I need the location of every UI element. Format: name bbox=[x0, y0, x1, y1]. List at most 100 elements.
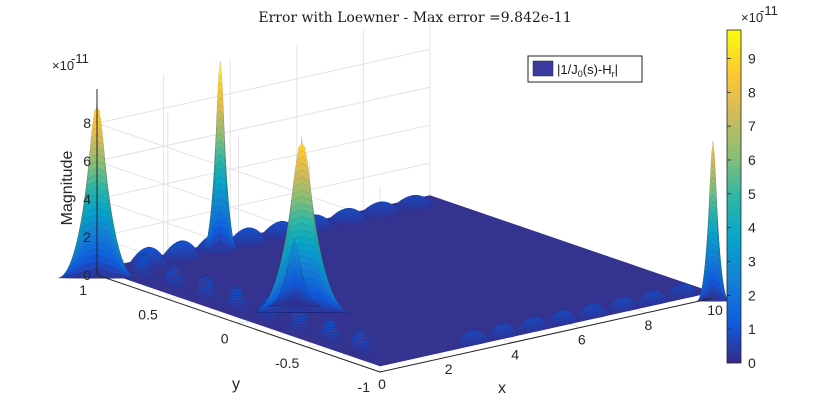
z-exponent-power: -11 bbox=[71, 51, 89, 66]
z-tick-label: 0 bbox=[83, 267, 91, 283]
ripple-left bbox=[133, 262, 154, 267]
ripple-left bbox=[316, 335, 344, 344]
ripple-left bbox=[193, 290, 219, 298]
ripple-left bbox=[354, 332, 369, 335]
colorbar-tick-label: 9 bbox=[748, 50, 756, 66]
ripple-left bbox=[195, 284, 216, 288]
x-tick-label: 4 bbox=[511, 346, 519, 362]
ripple-left bbox=[229, 289, 244, 292]
legend-entry-mid: (s)-H bbox=[583, 62, 612, 77]
ripple-left bbox=[228, 291, 245, 294]
ripple-left bbox=[226, 297, 248, 302]
ripple-left bbox=[318, 331, 342, 337]
ripple-left bbox=[290, 314, 308, 317]
colorbar: 0 1 2 3 4 5 6 7 8 9 ×10 -11 bbox=[726, 3, 778, 371]
ripple-left bbox=[317, 333, 343, 340]
ripple-left bbox=[194, 288, 218, 294]
ripple-left bbox=[169, 266, 180, 268]
y-tick-label: 1 bbox=[79, 282, 87, 298]
ripple-left bbox=[168, 267, 181, 269]
ripple-back bbox=[413, 195, 417, 197]
y-tick-label: -0.5 bbox=[275, 355, 299, 371]
ripple-left bbox=[224, 301, 250, 308]
colorbar-tick-label: 5 bbox=[748, 186, 756, 202]
ripple-left bbox=[227, 295, 247, 299]
surface-floor-plane bbox=[97, 195, 713, 367]
ripple-left bbox=[288, 318, 310, 323]
x-tick-label: 10 bbox=[707, 302, 723, 318]
ripple-left bbox=[163, 275, 186, 280]
ripple-back bbox=[379, 201, 383, 203]
ripple-left bbox=[323, 320, 337, 322]
ripple-left bbox=[353, 334, 370, 337]
ripple-left bbox=[286, 322, 312, 330]
y-axis-label: y bbox=[232, 376, 240, 393]
ripple-left bbox=[231, 287, 242, 289]
y-tick-label: 0 bbox=[221, 331, 229, 347]
surface-peak bbox=[697, 291, 729, 302]
ripple-left bbox=[131, 267, 155, 273]
axis-layer bbox=[96, 89, 714, 373]
z-axis-label: Magnitude bbox=[59, 151, 76, 226]
colorbar-tick-label: 2 bbox=[748, 287, 756, 303]
x-tick-label: 2 bbox=[445, 361, 453, 377]
z-tick-label: 4 bbox=[83, 191, 91, 207]
x-tick-label: 0 bbox=[378, 376, 386, 392]
z-tick-label: 2 bbox=[83, 229, 91, 245]
y-tick-label: -1 bbox=[358, 379, 371, 395]
ripple-left bbox=[227, 293, 246, 296]
ripple-left bbox=[350, 339, 372, 344]
ripple-left bbox=[356, 330, 367, 332]
chart-title: Error with Loewner - Max error =9.842e-1… bbox=[258, 10, 571, 26]
colorbar-tick-label: 8 bbox=[748, 84, 756, 100]
ripple-left bbox=[348, 344, 374, 351]
ripple-left bbox=[196, 282, 215, 285]
ripple-left bbox=[349, 341, 373, 347]
ripple-left bbox=[162, 277, 187, 283]
ripple-left bbox=[291, 312, 307, 315]
z-exponent-base: ×10 bbox=[52, 58, 74, 73]
z-tick-label: 6 bbox=[83, 153, 91, 169]
colorbar-exponent-power: -11 bbox=[760, 3, 778, 18]
ripple-left bbox=[197, 280, 214, 283]
ripple-left bbox=[289, 316, 309, 320]
ripple-left bbox=[347, 346, 375, 355]
ripple-left bbox=[136, 257, 151, 260]
ripple-left bbox=[223, 303, 251, 312]
colorbar-tick-label: 7 bbox=[748, 118, 756, 134]
ripple-left bbox=[134, 261, 153, 264]
ripple-left bbox=[130, 269, 156, 276]
ripple-back bbox=[279, 220, 284, 222]
colorbar-exponent-base: ×10 bbox=[741, 10, 763, 25]
ripple-left bbox=[200, 276, 211, 278]
x-axis-label: x bbox=[498, 380, 506, 397]
surface-peak bbox=[202, 240, 238, 251]
surface-floor bbox=[97, 195, 713, 367]
ripple-left bbox=[164, 273, 185, 277]
ripple-left bbox=[161, 282, 188, 291]
surface-peak bbox=[266, 300, 322, 307]
legend-entry-sub2: r bbox=[612, 69, 615, 79]
ripple-left bbox=[165, 271, 184, 275]
ripple-left bbox=[357, 329, 366, 330]
ripple-left bbox=[287, 320, 311, 326]
ripple-left bbox=[352, 335, 371, 339]
ripple-left bbox=[170, 265, 179, 266]
x-tick-label: 8 bbox=[645, 317, 653, 333]
ripple-left bbox=[322, 323, 338, 326]
ripple-left bbox=[254, 314, 282, 323]
ripple-back bbox=[179, 240, 184, 242]
z-tick-label: 8 bbox=[83, 115, 91, 131]
ripple-front bbox=[471, 329, 475, 331]
ripple-left bbox=[351, 337, 371, 341]
ripple-left bbox=[137, 256, 150, 258]
ripple-back bbox=[246, 227, 250, 229]
ripple-left bbox=[323, 322, 338, 324]
ripple-left bbox=[166, 270, 183, 273]
ripple-left bbox=[192, 293, 219, 301]
y-tick-label: 0.5 bbox=[138, 306, 158, 322]
ripple-left bbox=[138, 255, 149, 257]
ripple-left bbox=[135, 259, 152, 262]
ripple-left bbox=[325, 319, 335, 321]
floor-axis-lines bbox=[96, 274, 714, 373]
